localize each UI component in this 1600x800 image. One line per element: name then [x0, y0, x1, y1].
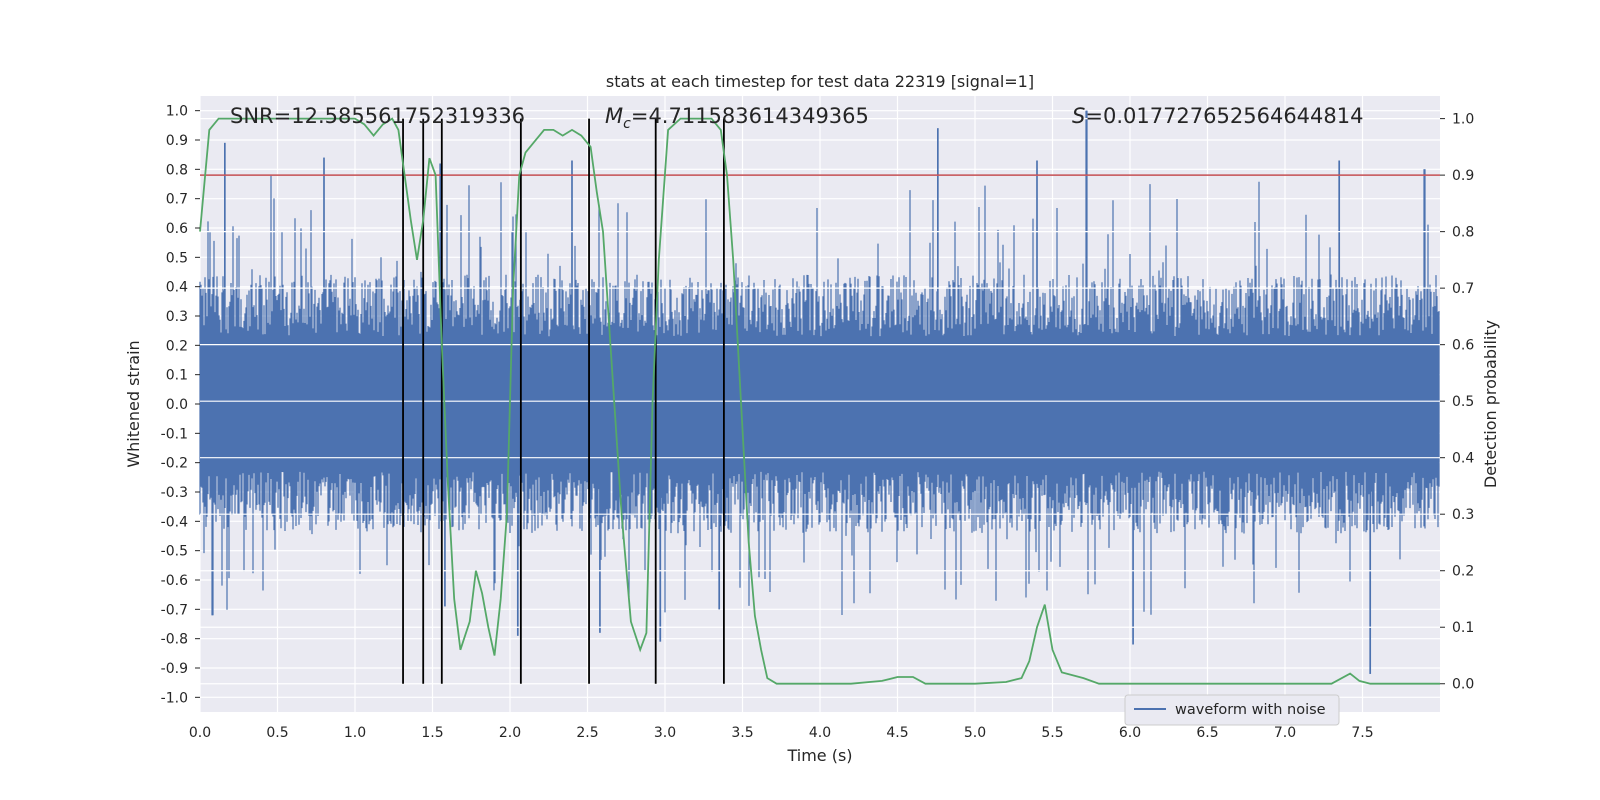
y-tick-label: -0.2 [161, 456, 188, 472]
x-tick-label: 3.0 [654, 725, 676, 741]
y-tick-label: -1.0 [161, 690, 188, 706]
y-tick-label: 0.4 [166, 280, 188, 296]
y2-tick-label: 0.2 [1452, 564, 1474, 580]
left-axis-ticks: 1.0 0.9 0.8 0.7 0.6 0.5 0.4 0.3 0.2 0.1 0.0 -0.1 -0.… [161, 104, 200, 706]
x-tick-label: 0.5 [266, 725, 288, 741]
y-tick-label: -0.8 [161, 632, 188, 648]
x-tick-label: 7.0 [1274, 725, 1296, 741]
legend: waveform with noise [1124, 694, 1340, 726]
x-tick-label: 2.5 [576, 725, 598, 741]
y2-tick-label: 0.9 [1452, 168, 1474, 184]
detection-probability-line [199, 117, 1440, 685]
x-tick-label: 1.5 [421, 725, 443, 741]
y-tick-label: 0.6 [166, 221, 188, 237]
x-tick-label: 5.0 [964, 725, 986, 741]
x-tick-label: 4.0 [809, 725, 831, 741]
y-tick-label: -0.4 [161, 514, 188, 530]
y2-tick-label: 0.5 [1452, 394, 1474, 410]
y-tick-label: -0.6 [161, 573, 188, 589]
svg-text:Mc=4.711583614349365: Mc=4.711583614349365 [605, 104, 869, 132]
y-tick-label: 1.0 [166, 104, 188, 120]
y-tick-label: 0.1 [166, 368, 188, 384]
s-equals: = [1085, 104, 1103, 128]
y2-tick-label: 0.6 [1452, 338, 1474, 354]
x-tick-label: 1.0 [344, 725, 366, 741]
y-tick-label: -0.7 [161, 602, 188, 618]
y-tick-label: 0.5 [166, 250, 188, 266]
y2-tick-label: 0.0 [1452, 677, 1474, 693]
y2-tick-label: 0.7 [1452, 281, 1474, 297]
x-tick-label: 5.5 [1041, 725, 1063, 741]
y-axis-label: Whitened strain [124, 340, 143, 467]
y-tick-label: 0.0 [166, 397, 188, 413]
y-tick-label: 0.9 [166, 133, 188, 149]
svg-text:SNR=12.585561752319336: SNR=12.585561752319336 [230, 104, 525, 128]
s-symbol: S [1072, 104, 1085, 128]
x-tick-label: 2.0 [499, 725, 521, 741]
x-tick-label: 3.5 [731, 725, 753, 741]
x-axis-label: Time (s) [786, 746, 852, 765]
y2-tick-label: 0.3 [1452, 507, 1474, 523]
x-tick-label: 6.0 [1119, 725, 1141, 741]
detection-probability-series [199, 117, 1440, 685]
chart-title: stats at each timestep for test data 223… [606, 72, 1034, 91]
y-tick-label: 0.2 [166, 338, 188, 354]
right-axis-ticks: 1.0 0.9 0.8 0.7 0.6 0.5 0.4 0.3 0.2 0.1 0.0 [1440, 112, 1474, 693]
y2-axis-label: Detection probability [1481, 320, 1500, 488]
s-value: 0.017727652564644814 [1103, 104, 1364, 128]
x-tick-label: 0.0 [189, 725, 211, 741]
mc-symbol: M [605, 104, 623, 128]
y2-tick-label: 0.1 [1452, 620, 1474, 636]
y-tick-label: -0.5 [161, 544, 188, 560]
y2-tick-label: 0.8 [1452, 225, 1474, 241]
snr-value: 12.585561752319336 [291, 104, 525, 128]
mc-equals: = [631, 104, 649, 128]
y-tick-label: -0.9 [161, 661, 188, 677]
y2-tick-label: 1.0 [1452, 112, 1474, 128]
svg-text:S=0.017727652564644814: S=0.017727652564644814 [1072, 104, 1363, 128]
snr-annotation: SNR=12.585561752319336 [230, 104, 525, 128]
s-annotation: S=0.017727652564644814 [1072, 104, 1363, 128]
legend-label-waveform: waveform with noise [1175, 702, 1326, 718]
mc-subscript: c [623, 116, 631, 132]
y-tick-label: -0.3 [161, 485, 188, 501]
x-tick-label: 4.5 [886, 725, 908, 741]
x-tick-label: 7.5 [1351, 725, 1373, 741]
waveform-series [199, 110, 1440, 674]
y-tick-label: -0.1 [161, 426, 188, 442]
x-axis-ticks: 0.0 0.5 1.0 1.5 2.0 2.5 3.0 3.5 4.0 4.5 5.0 5.5 6.0 6… [189, 725, 1374, 741]
y-tick-label: 0.3 [166, 309, 188, 325]
x-tick-label: 6.5 [1196, 725, 1218, 741]
mc-value: 4.711583614349365 [648, 104, 868, 128]
snr-prefix: SNR= [230, 104, 291, 128]
waveform-path [199, 110, 1440, 674]
chirp-mass-annotation: Mc=4.711583614349365 [605, 104, 869, 132]
legend-box [1124, 694, 1340, 726]
y2-tick-label: 0.4 [1452, 451, 1474, 467]
y-tick-label: 0.7 [166, 192, 188, 208]
y-tick-label: 0.8 [166, 162, 188, 178]
